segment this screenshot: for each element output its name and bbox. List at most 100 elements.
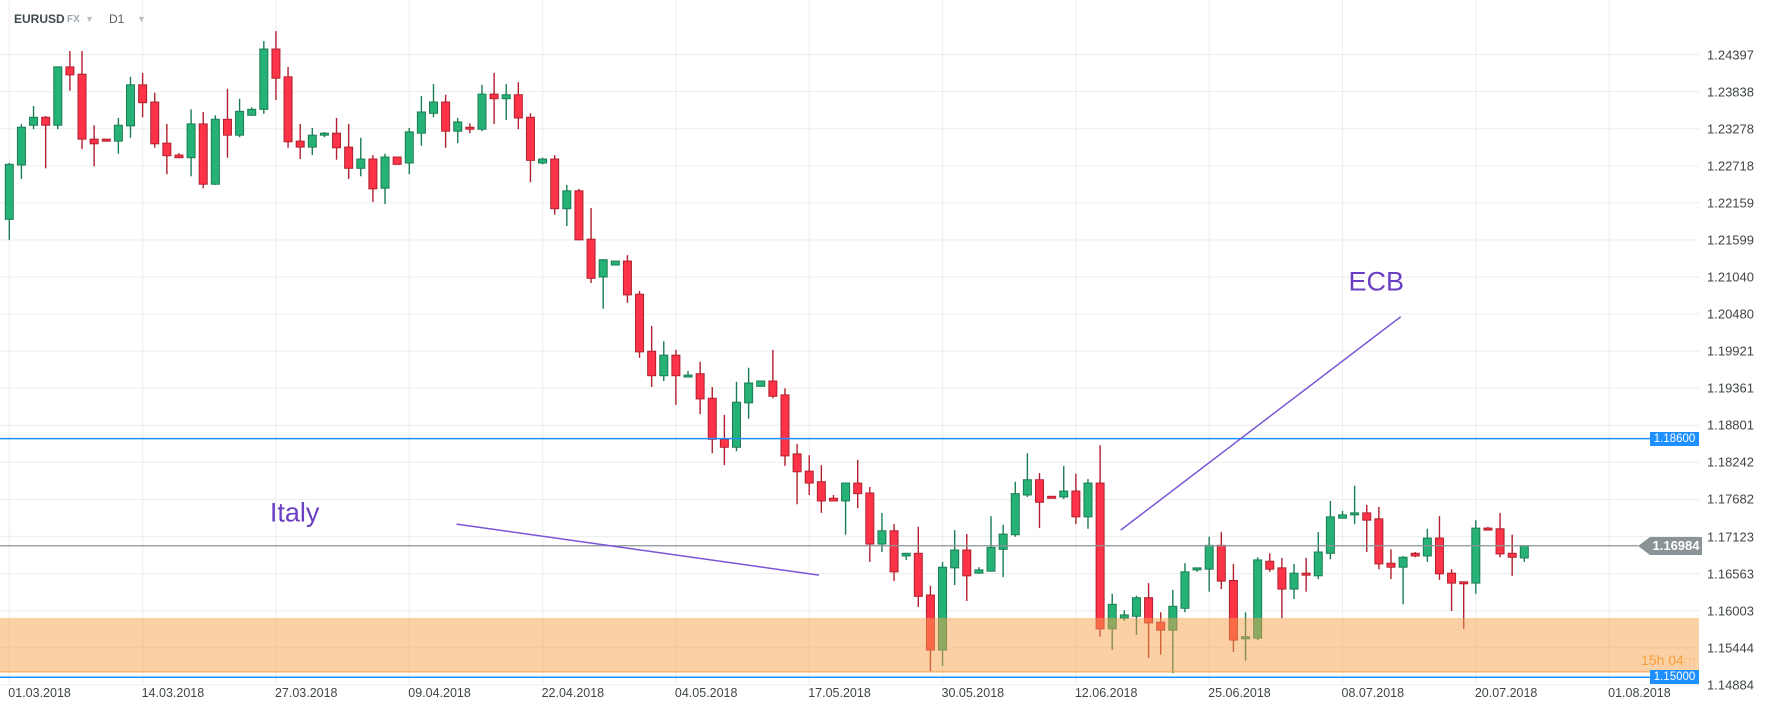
candle[interactable] [1447, 569, 1457, 611]
candle[interactable] [477, 84, 487, 132]
candle[interactable] [1519, 545, 1529, 562]
market-dropdown-caret-icon[interactable]: ▼ [85, 14, 94, 24]
candle[interactable] [525, 113, 535, 183]
market-label[interactable]: FX [67, 13, 80, 25]
candle[interactable] [41, 115, 51, 169]
candle[interactable] [707, 386, 717, 454]
candle[interactable] [1265, 553, 1275, 572]
candle[interactable] [259, 41, 269, 114]
candle[interactable] [162, 123, 172, 175]
candle[interactable] [53, 66, 63, 130]
candle[interactable] [913, 526, 923, 607]
candle[interactable] [1180, 563, 1190, 613]
candle[interactable] [550, 155, 560, 215]
candle[interactable] [998, 524, 1008, 578]
candle[interactable] [610, 260, 620, 266]
candle[interactable] [465, 123, 475, 134]
candle[interactable] [1277, 557, 1287, 619]
candle[interactable] [4, 163, 14, 240]
candle[interactable] [1386, 549, 1396, 580]
candle[interactable] [622, 255, 632, 303]
candle[interactable] [792, 443, 802, 505]
candle[interactable] [659, 341, 669, 382]
candle[interactable] [1047, 495, 1057, 499]
candle[interactable] [1022, 453, 1032, 497]
candle[interactable] [756, 380, 766, 387]
candle[interactable] [150, 92, 160, 148]
candle[interactable] [865, 487, 875, 562]
candle[interactable] [683, 371, 693, 378]
candle[interactable] [356, 137, 366, 177]
candle[interactable] [174, 153, 184, 159]
candle[interactable] [186, 109, 196, 177]
candle[interactable] [719, 414, 729, 466]
candle[interactable] [404, 127, 414, 175]
candle[interactable] [283, 66, 293, 148]
candle[interactable] [889, 524, 899, 582]
candle[interactable] [332, 117, 342, 160]
candle[interactable] [113, 117, 123, 154]
candle[interactable] [1035, 473, 1044, 529]
candle[interactable] [29, 106, 39, 130]
candle[interactable] [950, 530, 960, 586]
symbol-label[interactable]: EURUSD [14, 12, 65, 26]
candle[interactable] [841, 482, 851, 535]
candle[interactable] [416, 96, 426, 146]
candle[interactable] [538, 157, 548, 165]
candle[interactable] [1507, 534, 1517, 576]
candle[interactable] [126, 76, 135, 138]
candle[interactable] [962, 534, 972, 602]
candle[interactable] [235, 98, 245, 138]
candle[interactable] [732, 381, 741, 452]
candle[interactable] [247, 107, 257, 116]
candle[interactable] [804, 455, 814, 495]
candle[interactable] [695, 361, 705, 415]
candle[interactable] [1471, 520, 1481, 594]
candle[interactable] [319, 131, 329, 138]
candle[interactable] [1495, 512, 1505, 558]
candle[interactable] [1192, 567, 1202, 572]
candle[interactable] [828, 494, 838, 502]
candle[interactable] [1071, 473, 1081, 525]
candle[interactable] [65, 51, 75, 91]
candle[interactable] [222, 88, 232, 158]
candle[interactable] [768, 349, 778, 399]
candle[interactable] [562, 184, 572, 226]
candle[interactable] [1010, 481, 1020, 537]
support-zone[interactable] [0, 617, 1699, 672]
candle[interactable] [1083, 479, 1093, 529]
candle[interactable] [453, 117, 463, 144]
timeframe-label[interactable]: D1 [109, 12, 125, 26]
candle[interactable] [1216, 532, 1226, 590]
candle[interactable] [1095, 445, 1105, 637]
candle[interactable] [816, 465, 826, 513]
candle[interactable] [368, 155, 378, 203]
candle[interactable] [210, 115, 220, 185]
candle[interactable] [1301, 557, 1311, 592]
candle[interactable] [295, 123, 305, 160]
timeframe-dropdown-caret-icon[interactable]: ▼ [137, 14, 146, 24]
annotation-trendline[interactable] [1120, 316, 1402, 531]
candle[interactable] [77, 51, 87, 150]
candle[interactable] [16, 123, 26, 179]
candle[interactable] [1350, 485, 1360, 525]
candle[interactable] [647, 326, 657, 387]
candle[interactable] [974, 567, 984, 574]
candle[interactable] [1483, 526, 1493, 531]
candle[interactable] [380, 153, 390, 205]
candle[interactable] [853, 459, 863, 509]
candle[interactable] [344, 123, 354, 179]
candle[interactable] [1338, 510, 1347, 519]
candle[interactable] [1325, 500, 1335, 560]
candle[interactable] [1362, 504, 1372, 552]
candle[interactable] [635, 290, 645, 358]
candle[interactable] [501, 84, 511, 120]
candle[interactable] [744, 367, 754, 419]
candle[interactable] [198, 111, 208, 189]
annotation-trendline[interactable] [456, 523, 820, 576]
candle[interactable] [1434, 516, 1444, 580]
candle[interactable] [574, 188, 584, 241]
candle[interactable] [1410, 551, 1420, 558]
candle[interactable] [586, 208, 596, 283]
